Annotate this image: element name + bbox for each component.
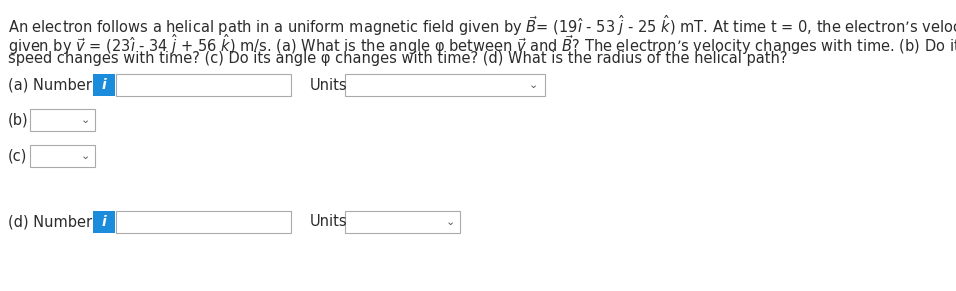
Text: i: i — [101, 78, 106, 92]
Text: given by $\vec{v}$ = (23$\hat{\imath}$ - 34 $\hat{j}$ + 56 $\hat{k}$) m/s. (a) W: given by $\vec{v}$ = (23$\hat{\imath}$ -… — [8, 32, 956, 57]
FancyBboxPatch shape — [30, 145, 95, 167]
Text: ⌄: ⌄ — [80, 151, 90, 161]
Text: speed changes with time? (c) Do its angle φ changes with time? (d) What is the r: speed changes with time? (c) Do its angl… — [8, 51, 788, 66]
Text: (d) Number: (d) Number — [8, 214, 92, 230]
FancyBboxPatch shape — [345, 211, 460, 233]
Text: (c): (c) — [8, 148, 28, 164]
FancyBboxPatch shape — [93, 211, 115, 233]
FancyBboxPatch shape — [116, 211, 291, 233]
FancyBboxPatch shape — [93, 74, 115, 96]
FancyBboxPatch shape — [30, 109, 95, 131]
Text: ⌄: ⌄ — [80, 115, 90, 125]
Text: ⌄: ⌄ — [445, 217, 455, 227]
Text: Units: Units — [310, 77, 348, 93]
Text: Units: Units — [310, 214, 348, 230]
FancyBboxPatch shape — [116, 74, 291, 96]
FancyBboxPatch shape — [345, 74, 545, 96]
Text: i: i — [101, 215, 106, 229]
Text: (a) Number: (a) Number — [8, 77, 92, 93]
Text: ⌄: ⌄ — [529, 80, 537, 90]
Text: (b): (b) — [8, 113, 29, 127]
Text: An electron follows a helical path in a uniform magnetic field given by $\vec{B}: An electron follows a helical path in a … — [8, 13, 956, 38]
